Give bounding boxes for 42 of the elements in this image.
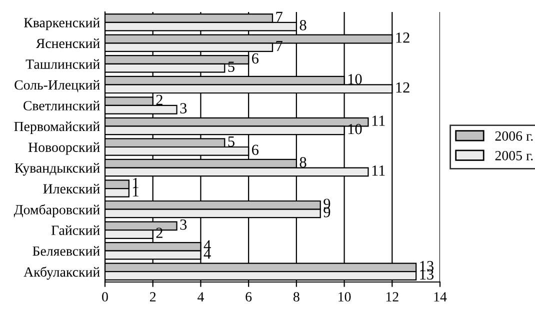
data-label: 2: [156, 94, 162, 105]
data-label: 13: [420, 261, 434, 272]
x-tick-label: 8: [293, 292, 300, 302]
data-label: 11: [372, 116, 385, 126]
y-tick-label: Гайский: [51, 225, 100, 236]
data-label: 6: [252, 144, 259, 155]
y-tick-label: Кувандыкский: [14, 163, 100, 176]
y-tick-label: Новоорский: [28, 142, 100, 155]
data-label: 9: [324, 198, 330, 209]
data-label: 6: [252, 53, 259, 64]
data-label: 10: [348, 74, 362, 84]
y-tick-label: Домбаровский: [14, 204, 100, 218]
y-tick-label: Илекский: [43, 184, 100, 194]
x-tick-label: 10: [338, 292, 351, 302]
y-tick-label: Кваркенский: [24, 18, 100, 30]
y-tick-label: Беляевский: [32, 246, 100, 256]
x-tick-label: 14: [434, 292, 447, 302]
data-label: 8: [300, 157, 306, 168]
data-label: 5: [228, 62, 234, 72]
y-tick-label: Ясненский: [36, 38, 100, 48]
legend-label: 2005 г.: [495, 150, 533, 160]
x-tick-label: 0: [102, 292, 108, 302]
y-tick-label: Соль-Илецкий: [14, 80, 100, 92]
legend-label: 2006 г.: [495, 131, 533, 141]
data-label: 3: [180, 103, 187, 114]
x-tick-label: 2: [150, 292, 156, 302]
x-tick-label: 6: [246, 292, 252, 302]
data-label: 5: [228, 136, 234, 147]
data-label: 7: [276, 12, 282, 22]
x-tick-label: 12: [386, 292, 398, 302]
y-tick-label: Первомайский: [14, 122, 100, 134]
data-label: 7: [276, 40, 282, 51]
data-label: 11: [372, 166, 385, 176]
data-label: 12: [396, 82, 410, 93]
y-tick-label: Акбулакский: [24, 266, 100, 280]
y-tick-label: Ташлинский: [26, 59, 100, 69]
data-label: 3: [180, 219, 187, 230]
data-label: 9: [324, 207, 330, 218]
y-tick-label: Светлинский: [24, 100, 100, 110]
data-label: 8: [300, 20, 306, 30]
x-tick-label: 4: [198, 292, 204, 302]
data-label: 12: [396, 32, 410, 43]
